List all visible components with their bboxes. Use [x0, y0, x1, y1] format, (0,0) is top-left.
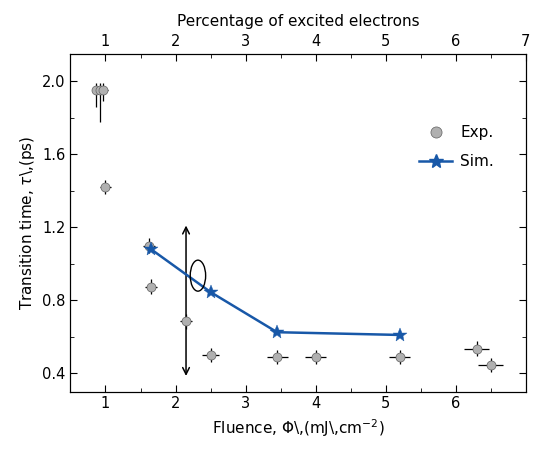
Legend: Exp., Sim.: Exp., Sim.	[412, 119, 500, 175]
Y-axis label: Transition time, $\tau$\,(ps): Transition time, $\tau$\,(ps)	[17, 135, 36, 310]
X-axis label: Fluence, $\it{\Phi}$\,(mJ\,cm$^{-2}$): Fluence, $\it{\Phi}$\,(mJ\,cm$^{-2}$)	[212, 417, 384, 439]
X-axis label: Percentage of excited electrons: Percentage of excited electrons	[177, 14, 420, 29]
